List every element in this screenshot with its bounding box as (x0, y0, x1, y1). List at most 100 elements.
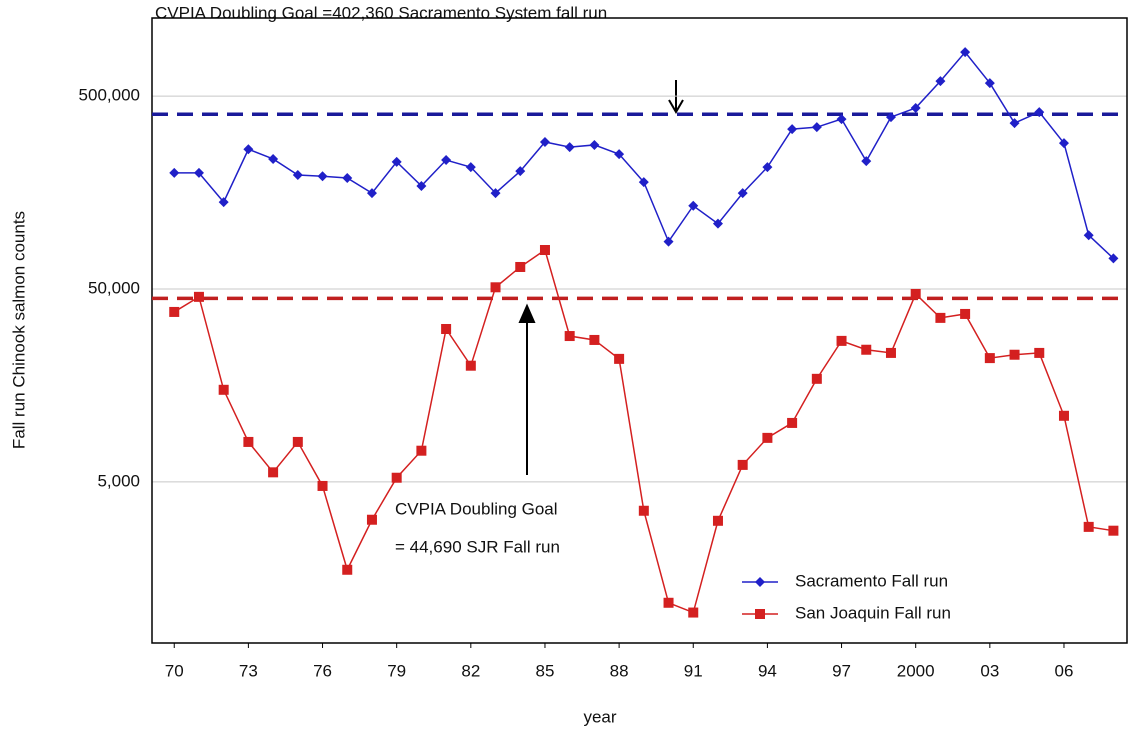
marker (317, 171, 328, 182)
marker (391, 156, 402, 167)
marker (218, 197, 229, 208)
marker (960, 308, 971, 319)
marker (441, 155, 452, 166)
marker (1083, 521, 1094, 532)
marker (762, 162, 773, 173)
x-tick-label: 79 (387, 661, 406, 680)
marker (737, 459, 748, 470)
plot-frame (151, 17, 1128, 644)
marker (787, 417, 798, 428)
x-tick-label: 70 (165, 661, 184, 680)
x-tick-label: 03 (980, 661, 999, 680)
marker (589, 139, 600, 150)
marker (1108, 253, 1119, 264)
x-tick-label: 94 (758, 661, 777, 680)
marker (1034, 347, 1045, 358)
y-tick-label: 5,000 (97, 471, 140, 490)
legend-label: Sacramento Fall run (795, 571, 948, 590)
x-tick-label: 91 (684, 661, 703, 680)
marker (885, 347, 896, 358)
marker (193, 291, 204, 302)
marker (614, 353, 625, 364)
marker (317, 480, 328, 491)
x-tick-label: 85 (536, 661, 555, 680)
marker (1058, 410, 1069, 421)
marker (638, 177, 649, 188)
marker (762, 432, 773, 443)
marker (1009, 118, 1020, 129)
marker (638, 505, 649, 516)
marker (935, 312, 946, 323)
marker (861, 344, 872, 355)
marker (836, 335, 847, 346)
marker (515, 166, 526, 177)
marker (663, 236, 674, 247)
marker (984, 353, 995, 364)
annotation: = 44,690 SJR Fall run (395, 537, 560, 556)
marker (515, 261, 526, 272)
marker (169, 167, 180, 178)
marker (984, 78, 995, 89)
series-line (174, 50, 1114, 259)
marker (885, 112, 896, 123)
marker (539, 245, 550, 256)
marker (465, 360, 476, 371)
marker (490, 188, 501, 199)
marker (1009, 349, 1020, 360)
marker (268, 467, 279, 478)
marker (218, 384, 229, 395)
annotation: CVPIA Doubling Goal (395, 499, 558, 518)
x-tick-label: 97 (832, 661, 851, 680)
marker (169, 306, 180, 317)
marker (342, 173, 353, 184)
marker (1108, 525, 1119, 536)
marker (416, 180, 427, 191)
arrow (518, 80, 684, 475)
marker (811, 373, 822, 384)
marker (243, 436, 254, 447)
marker (688, 200, 699, 211)
marker (1083, 230, 1094, 241)
marker (292, 169, 303, 180)
marker (268, 153, 279, 164)
marker (688, 607, 699, 618)
marker (712, 218, 723, 229)
marker (712, 515, 723, 526)
x-tick-label: 88 (610, 661, 629, 680)
x-tick-label: 76 (313, 661, 332, 680)
marker (836, 114, 847, 125)
marker (787, 124, 798, 135)
marker (243, 144, 254, 155)
marker (391, 472, 402, 483)
x-tick-label: 82 (461, 661, 480, 680)
marker (416, 445, 427, 456)
chart-title: CVPIA Doubling Goal =402,360 Sacramento … (155, 3, 607, 22)
marker (193, 167, 204, 178)
marker (441, 323, 452, 334)
marker (564, 331, 575, 342)
marker (737, 188, 748, 199)
legend-label: San Joaquin Fall run (795, 603, 951, 622)
marker (861, 156, 872, 167)
x-tick-label: 2000 (897, 661, 935, 680)
y-tick-label: 500,000 (79, 86, 140, 105)
marker (910, 288, 921, 299)
marker (366, 514, 377, 525)
marker (811, 122, 822, 133)
marker (490, 282, 501, 293)
series-line (173, 248, 1114, 614)
marker (960, 47, 971, 58)
marker (1058, 138, 1069, 149)
legend-marker (755, 577, 765, 587)
marker (663, 597, 674, 608)
y-axis-label: Fall run Chinook salmon counts (9, 211, 28, 449)
marker (935, 76, 946, 87)
marker (342, 564, 353, 575)
marker (539, 136, 550, 147)
marker (589, 334, 600, 345)
x-axis-label: year (583, 707, 616, 726)
marker (614, 149, 625, 160)
marker (366, 188, 377, 199)
marker (910, 102, 921, 113)
